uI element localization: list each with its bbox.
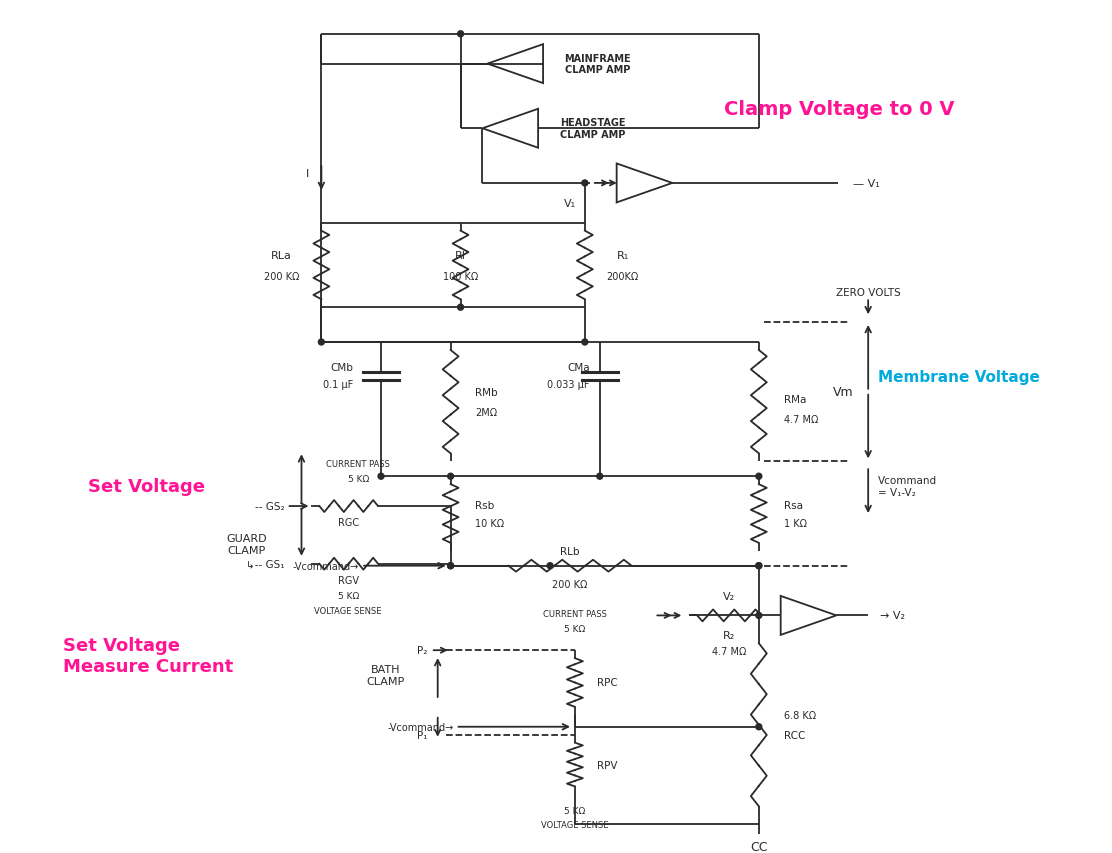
Text: V₂: V₂ [723,591,735,601]
Text: Rsb: Rsb [476,501,495,510]
Text: 200 KΩ: 200 KΩ [553,579,587,589]
Circle shape [756,473,762,479]
Text: RPC: RPC [597,677,617,688]
Circle shape [378,473,384,479]
Text: R₂: R₂ [723,630,735,641]
Circle shape [756,724,762,730]
Text: GUARD
CLAMP: GUARD CLAMP [227,533,267,555]
Text: P₂: P₂ [417,646,428,655]
Text: BATH
CLAMP: BATH CLAMP [367,664,405,686]
Text: Membrane Voltage: Membrane Voltage [878,370,1040,385]
Text: RCC: RCC [784,730,805,740]
Text: 10 KΩ: 10 KΩ [476,519,505,528]
Text: → V₂: → V₂ [880,611,905,621]
Text: — V₁: — V₁ [853,179,880,189]
Text: RI: RI [455,250,466,260]
Text: 5 KΩ: 5 KΩ [564,624,586,633]
Text: I: I [306,169,309,179]
Text: 5 KΩ: 5 KΩ [338,591,359,601]
Circle shape [448,563,454,569]
Circle shape [318,339,325,345]
Text: HEADSTAGE
CLAMP AMP: HEADSTAGE CLAMP AMP [560,119,626,140]
Text: 200 KΩ: 200 KΩ [264,272,299,282]
Text: Vm: Vm [833,386,853,398]
Text: 2MΩ: 2MΩ [476,407,497,417]
Text: -Vcommand→: -Vcommand→ [387,722,454,732]
Text: Clamp Voltage to 0 V: Clamp Voltage to 0 V [724,100,954,119]
Text: Set Voltage: Set Voltage [88,478,205,496]
Text: CURRENT PASS: CURRENT PASS [326,459,390,468]
Text: 200KΩ: 200KΩ [606,272,638,282]
Text: VOLTAGE SENSE: VOLTAGE SENSE [542,820,608,829]
Text: 5 KΩ: 5 KΩ [564,806,586,815]
Text: RMb: RMb [476,387,498,397]
Circle shape [756,563,762,569]
Circle shape [448,563,454,569]
Text: CMa: CMa [567,363,589,373]
Text: RGC: RGC [338,517,359,527]
Text: 0.1 µF: 0.1 µF [322,380,354,389]
Text: CURRENT PASS: CURRENT PASS [543,609,607,618]
Text: -- GS₂: -- GS₂ [255,502,285,512]
Text: RGV: RGV [338,575,359,585]
Text: -Vcommand→: -Vcommand→ [292,561,359,571]
Text: CMb: CMb [330,363,354,373]
Circle shape [457,32,464,38]
Text: 1 KΩ: 1 KΩ [784,519,806,528]
Circle shape [756,612,762,618]
Circle shape [597,473,603,479]
Circle shape [448,473,454,479]
Circle shape [582,339,588,345]
Text: RLb: RLb [560,546,579,556]
Text: VOLTAGE SENSE: VOLTAGE SENSE [315,606,381,615]
Text: 4.7 MΩ: 4.7 MΩ [784,414,818,424]
Text: P₁: P₁ [417,730,428,740]
Text: CC: CC [751,839,767,852]
Text: R₁: R₁ [616,250,628,260]
Text: 6.8 KΩ: 6.8 KΩ [784,710,816,720]
Text: 0.033 µF: 0.033 µF [547,380,589,389]
Text: Set Voltage
Measure Current: Set Voltage Measure Current [63,636,234,675]
Circle shape [756,563,762,569]
Text: RPV: RPV [597,760,617,769]
Text: 5 KΩ: 5 KΩ [348,474,369,483]
Circle shape [547,563,553,569]
Text: 100 KΩ: 100 KΩ [443,272,478,282]
Text: RLa: RLa [271,250,292,260]
Text: Rsa: Rsa [784,501,803,510]
Text: ↳-- GS₁: ↳-- GS₁ [246,559,285,569]
Text: V₁: V₁ [564,199,576,209]
Text: MAINFRAME
CLAMP AMP: MAINFRAME CLAMP AMP [565,54,632,75]
Text: 4.7 MΩ: 4.7 MΩ [712,647,746,657]
Text: RMa: RMa [784,394,806,404]
Text: ZERO VOLTS: ZERO VOLTS [836,288,901,298]
Circle shape [582,181,588,187]
Circle shape [457,305,464,310]
Text: Vcommand
= V₁-V₂: Vcommand = V₁-V₂ [878,476,937,497]
